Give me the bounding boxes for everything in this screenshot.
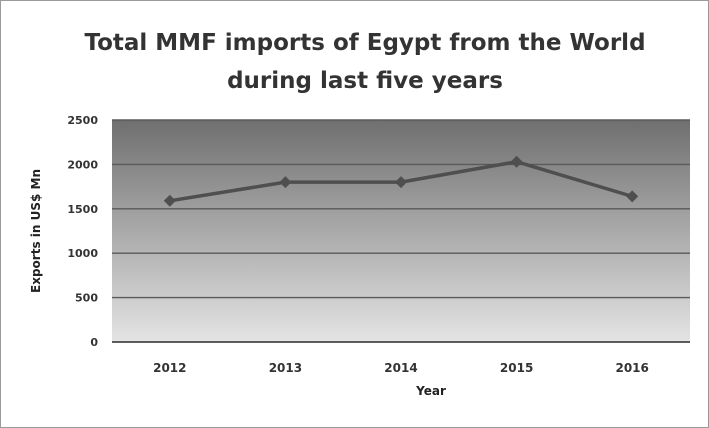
y-tick-label: 2500 <box>67 114 98 127</box>
data-point-marker <box>395 176 407 189</box>
x-tick-label: 2014 <box>384 361 417 375</box>
y-tick-label: 500 <box>75 292 98 305</box>
data-point-marker <box>163 194 176 207</box>
x-axis-title: Year <box>415 384 446 398</box>
x-tick-label: 2015 <box>500 361 533 375</box>
data-point-marker <box>279 176 292 189</box>
plot-area <box>112 120 690 342</box>
y-tick-label: 1000 <box>67 247 98 260</box>
y-tick-label: 0 <box>90 336 98 349</box>
data-point-marker <box>510 155 523 168</box>
x-axis-ticks: 2012 2013 2014 2015 2016 <box>153 361 649 375</box>
series-group <box>163 155 639 207</box>
chart-title-line-2: during last five years <box>227 68 503 94</box>
data-point-marker <box>626 190 639 203</box>
chart-title-line-1: Total MMF imports of Egypt from the Worl… <box>84 30 646 56</box>
x-tick-label: 2013 <box>269 361 302 375</box>
x-tick-label: 2016 <box>615 361 648 375</box>
y-axis-title: Exports in US$ Mn <box>29 169 43 293</box>
gridlines <box>112 119 690 343</box>
y-axis-ticks: 0 500 1000 1500 2000 2500 <box>67 114 98 349</box>
y-tick-label: 2000 <box>67 158 98 171</box>
x-tick-label: 2012 <box>153 361 186 375</box>
y-tick-label: 1500 <box>67 203 98 216</box>
